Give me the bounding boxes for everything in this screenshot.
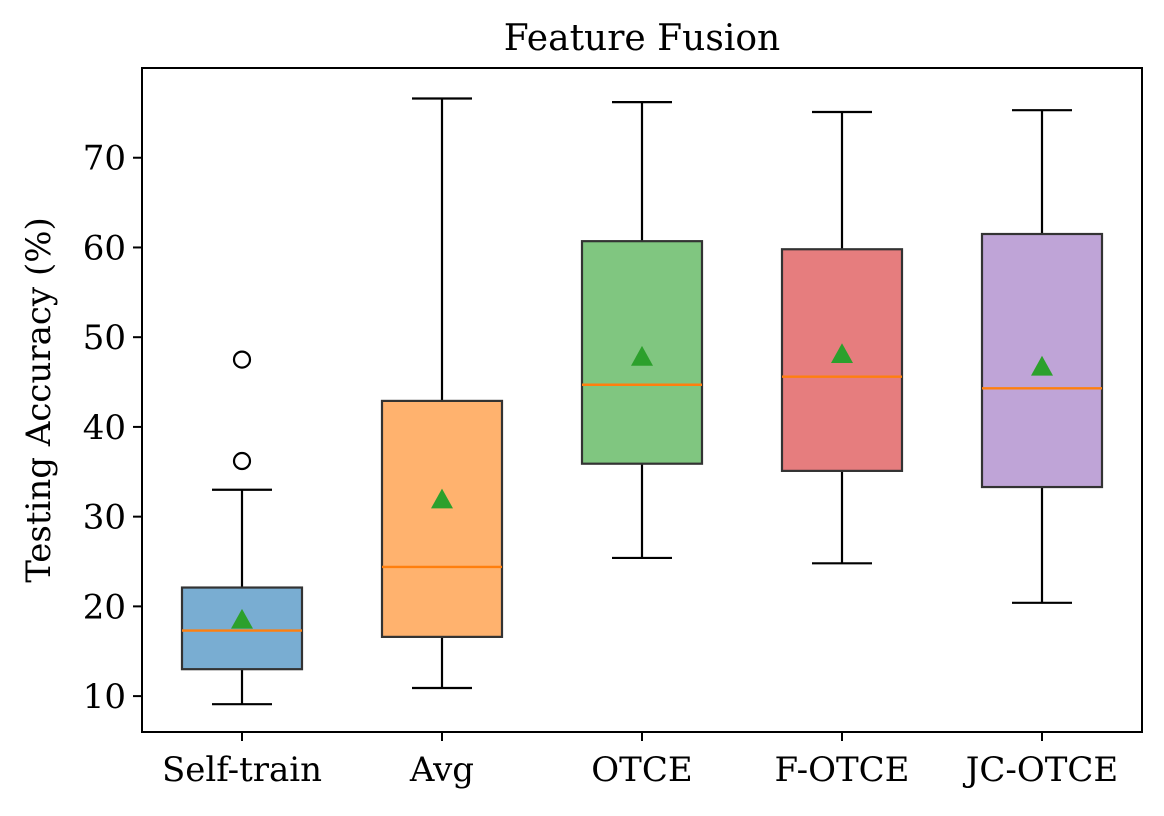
x-tick-label: OTCE [591, 750, 692, 790]
box-group-jc-otce [980, 109, 1104, 604]
mean-marker [631, 345, 653, 366]
outlier-point [232, 451, 252, 471]
y-tick-label: 50 [83, 318, 126, 358]
box-group-avg [380, 97, 504, 690]
x-tick-label: Avg [409, 750, 474, 790]
y-tick-label: 40 [83, 408, 126, 448]
mean-marker [431, 488, 453, 509]
plot-area: 10 20 30 40 50 60 70 Self-train Avg OTCE F-OTCE JC-… [83, 97, 1119, 790]
x-tick-label: Self-train [162, 750, 322, 790]
mean-marker [1031, 355, 1053, 376]
y-tick-label: 10 [83, 677, 126, 717]
y-axis-label: Testing Accuracy (%) [19, 217, 59, 583]
mean-marker [231, 608, 253, 629]
plot-frame [141, 67, 1143, 733]
box-iqr [380, 399, 504, 638]
y-tick-label: 70 [83, 139, 126, 179]
box-group-f-otce [780, 110, 904, 565]
box-group-otce [580, 100, 704, 560]
x-tick-label: F-OTCE [775, 750, 910, 790]
x-tick-label: JC-OTCE [963, 750, 1119, 790]
y-tick-label: 20 [83, 587, 126, 627]
outlier-point [232, 350, 252, 369]
y-tick-label: 30 [83, 498, 126, 538]
mean-marker [831, 343, 853, 364]
box-group-self-train [180, 350, 304, 706]
chart-title: Feature Fusion [504, 18, 780, 59]
y-tick-label: 60 [83, 228, 126, 268]
